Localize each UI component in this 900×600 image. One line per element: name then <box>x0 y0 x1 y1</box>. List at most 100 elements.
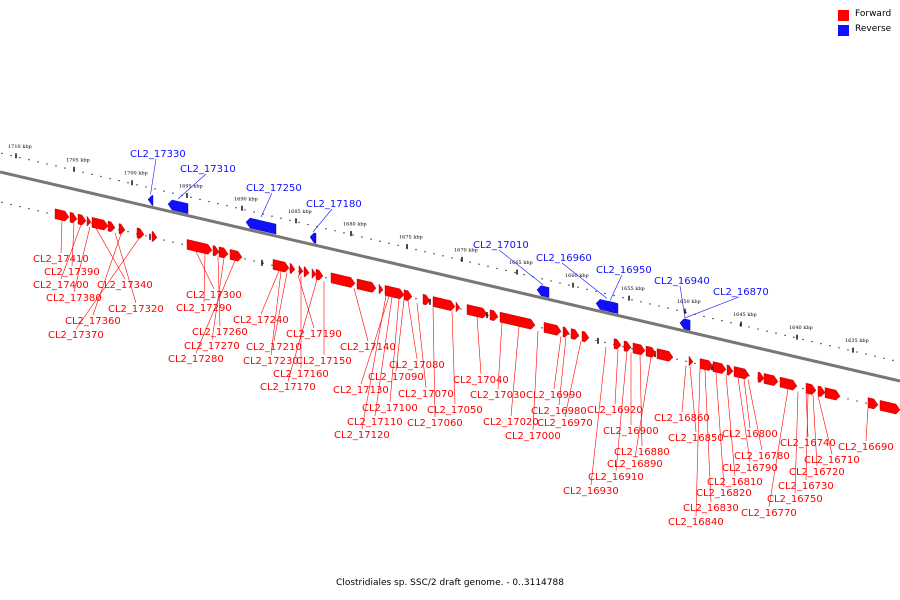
forward-gene-label: CL2_16770 <box>741 508 797 519</box>
forward-gene <box>824 387 841 401</box>
forward-gene <box>562 326 570 338</box>
forward-gene-label: CL2_17390 <box>44 267 100 278</box>
ruler-dot <box>442 255 444 257</box>
ruler-dot <box>118 179 120 182</box>
forward-label-leader <box>564 340 582 418</box>
forward-gene <box>229 249 243 262</box>
ruler-dot <box>1 201 3 204</box>
forward-gene-label: CL2_16930 <box>563 486 619 497</box>
ruler-dot <box>487 265 489 268</box>
forward-gene <box>499 311 536 330</box>
forward-gene-label: CL2_17190 <box>286 329 342 340</box>
reverse-gene <box>167 199 189 214</box>
reverse-gene-label: CL2_16940 <box>654 276 710 287</box>
forward-gene <box>623 340 632 352</box>
ruler-dot <box>568 284 570 286</box>
forward-gene-label: CL2_16720 <box>789 467 845 478</box>
ruler-dot <box>298 221 300 224</box>
ruler-dot <box>415 248 417 251</box>
forward-gene <box>688 355 694 367</box>
forward-label-leader <box>812 394 818 467</box>
ruler-dot <box>181 243 183 245</box>
reverse-label-leader <box>312 208 333 233</box>
forward-gene-label: CL2_16790 <box>722 463 778 474</box>
forward-label-leader <box>689 366 697 433</box>
forward-gene <box>212 245 220 257</box>
forward-gene-label: CL2_17370 <box>48 330 104 341</box>
forward-label-leader <box>558 337 567 406</box>
forward-gene-label: CL2_17260 <box>192 327 248 338</box>
ruler-dot <box>64 167 66 169</box>
forward-label-leader <box>395 299 405 372</box>
forward-gene <box>186 239 213 255</box>
ruler-dot <box>460 308 462 310</box>
forward-gene <box>86 215 92 227</box>
reverse-swatch <box>838 25 849 36</box>
scale-tick-label: 1685 kbp <box>288 209 312 215</box>
ruler-dot <box>334 230 336 232</box>
ruler-dot <box>325 228 327 230</box>
forward-gene-label: CL2_17150 <box>296 356 352 367</box>
forward-gene-label: CL2_17380 <box>46 293 102 304</box>
forward-label-leader <box>794 391 799 494</box>
forward-gene <box>218 246 229 259</box>
ruler-dot <box>793 336 795 339</box>
ruler-dot <box>685 360 687 363</box>
scale-tick-label: 1675 kbp <box>399 235 423 241</box>
forward-label-leader <box>114 232 137 304</box>
forward-gene-label: CL2_17400 <box>33 280 89 291</box>
ruler-dot <box>775 332 777 334</box>
ruler-dot <box>361 236 363 238</box>
forward-gene <box>315 269 324 281</box>
ruler-dot <box>892 359 894 362</box>
ruler-dot <box>865 402 867 404</box>
forward-gene-label: CL2_17040 <box>453 375 509 386</box>
scale-tick-label: 1695 kbp <box>179 183 203 189</box>
forward-gene-label: CL2_17100 <box>362 403 418 414</box>
ruler-dot <box>883 357 885 359</box>
ruler-dot <box>622 296 624 299</box>
forward-gene <box>613 338 622 350</box>
scale-tick-label: 1635 kbp <box>845 338 869 344</box>
forward-gene-label: CL2_17170 <box>260 382 316 393</box>
ruler-dot <box>127 182 129 184</box>
forward-gene-label: CL2_16780 <box>734 451 790 462</box>
forward-gene <box>817 385 826 397</box>
ruler-dot <box>10 154 12 157</box>
forward-gene-label: CL2_16880 <box>614 447 670 458</box>
scale-tick-label: 1660 kbp <box>565 273 589 279</box>
ruler-dot <box>433 253 435 255</box>
reverse-label-leader <box>561 262 608 299</box>
forward-gene <box>272 259 290 273</box>
ruler-dot <box>577 286 579 288</box>
forward-label-leader <box>60 220 63 254</box>
forward-gene-label: CL2_16980 <box>531 406 587 417</box>
scale-tick-label: 1705 kbp <box>66 157 90 163</box>
ruler-dot <box>145 186 147 188</box>
scale-tick-label: 1690 kbp <box>234 196 258 202</box>
ruler-dot <box>784 334 786 336</box>
forward-label-leader <box>743 378 751 429</box>
ruler-dot <box>253 211 255 213</box>
reverse-gene <box>679 318 691 331</box>
ruler-dot <box>325 277 327 279</box>
scale-tick-label: 1670 kbp <box>454 247 478 253</box>
forward-gene-label: CL2_17020 <box>483 417 539 428</box>
scale-tick-label: 1710 kbp <box>8 144 32 150</box>
forward-label-leader <box>747 379 763 451</box>
scale-tick-label: 1655 kbp <box>621 286 645 292</box>
ruler-dot <box>694 362 696 365</box>
forward-gene-label: CL2_17270 <box>184 341 240 352</box>
forward-gene-label: CL2_17030 <box>470 390 526 401</box>
legend-label-reverse: Reverse <box>855 24 892 34</box>
forward-gene <box>879 400 900 415</box>
forward-gene-label: CL2_17120 <box>334 430 390 441</box>
ruler-dot <box>451 257 453 259</box>
scale-tick-label: 1680 kbp <box>343 222 367 228</box>
ruler-dot <box>172 192 174 194</box>
forward-label-leader <box>614 349 619 405</box>
ruler-dot <box>757 328 759 330</box>
ruler-dot <box>568 333 570 335</box>
forward-label-leader <box>695 368 701 517</box>
